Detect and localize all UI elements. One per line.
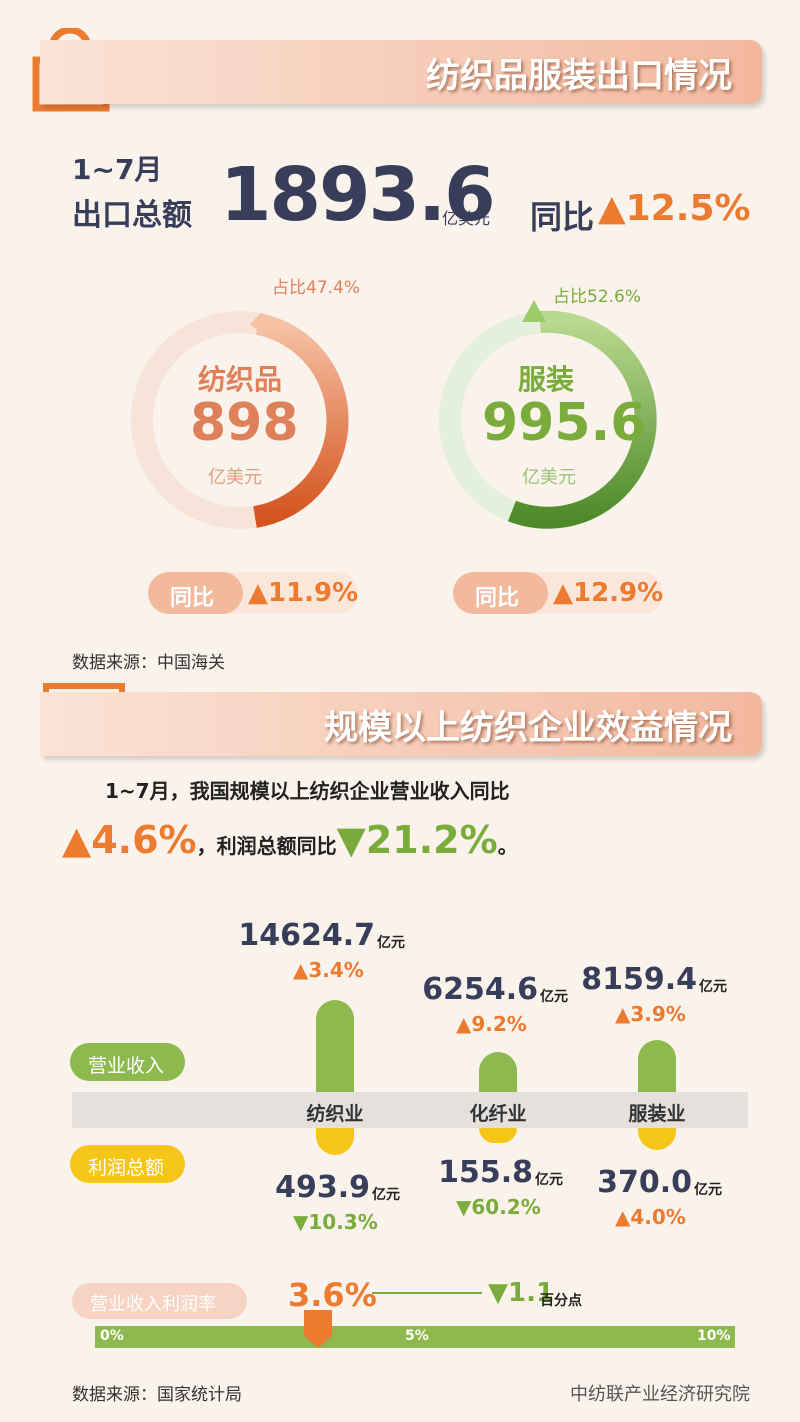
banner: 纺织品服装出口情况 (40, 40, 762, 104)
profit-unit: 亿元 (372, 1187, 400, 1203)
banner: 规模以上纺织企业效益情况 (40, 692, 762, 756)
yoy-value: ▲11.9% (248, 578, 359, 608)
margin-value: 3.6% (288, 1276, 377, 1314)
scale-label: 10% (697, 1328, 731, 1344)
ring-arrow (522, 300, 546, 322)
group-name: 纺织品 (198, 363, 283, 396)
profit-bar (316, 1128, 354, 1155)
revenue-yoy: ▲3.4% (293, 958, 364, 982)
revenue-unit: 亿元 (540, 989, 568, 1005)
revenue-value: 8159.4 (581, 962, 697, 997)
rings (131, 300, 657, 529)
margin-change: ▼1.1 (488, 1278, 555, 1308)
scale-label: 0% (100, 1328, 124, 1344)
ring-arc (253, 313, 349, 528)
industry-name: 服装业 (628, 1103, 686, 1125)
period: 1~7月 (72, 153, 163, 186)
revenue-bar (638, 1040, 676, 1092)
section-title: 纺织品服装出口情况 (426, 56, 732, 96)
profit-bar (479, 1128, 517, 1143)
profit-yoy: ▼10.3% (293, 1210, 378, 1234)
watermark: 中纺联产业经济研究院 (570, 1384, 750, 1405)
yoy-label: 同比 (530, 198, 595, 236)
profit-bar (638, 1128, 676, 1150)
profit-unit: 亿元 (694, 1182, 722, 1198)
profit-value: 370.0 (597, 1165, 692, 1200)
profit-unit: 亿元 (535, 1172, 563, 1188)
scale-label: 5% (405, 1328, 429, 1344)
yoy-pill-label (453, 572, 548, 614)
yoy-value: ▲12.5% (598, 188, 751, 229)
share: 占比52.6% (553, 287, 642, 307)
section-title: 规模以上纺织企业效益情况 (324, 708, 732, 748)
yoy-value: ▲12.9% (553, 578, 664, 608)
profit-value: 493.9 (275, 1170, 370, 1205)
source: 数据来源：中国海关 (72, 653, 225, 673)
profit-yoy: ▼60.2% (456, 1195, 541, 1219)
revenue-yoy: ▲3.9% (615, 1002, 686, 1026)
summary-text: 。 (497, 834, 518, 858)
ring-arc (508, 310, 657, 529)
revenue-value: 14624.7 (238, 918, 375, 953)
revenue-unit: 亿元 (377, 935, 405, 951)
yoy-pill-label (148, 572, 243, 614)
share: 占比47.4% (272, 278, 361, 298)
legend-label: 利润总额 (88, 1157, 165, 1179)
axis-band (72, 1092, 748, 1128)
total-value: 1893.6 (220, 152, 496, 238)
yoy-label: 同比 (170, 586, 215, 611)
revenue-unit: 亿元 (699, 979, 727, 995)
yoy-label: 同比 (475, 586, 520, 611)
ring-arrow (250, 312, 264, 336)
scale-bar (95, 1326, 735, 1348)
revenue-bar (479, 1052, 517, 1092)
source: 数据来源：国家统计局 (72, 1385, 242, 1405)
industry-name: 化纤业 (469, 1103, 527, 1125)
group-value: 898 (190, 393, 299, 453)
summary-value: ▼21.2% (336, 818, 498, 862)
total-unit: 亿美元 (442, 209, 491, 228)
margin-label: 营业收入利润率 (90, 1294, 216, 1315)
industry-name: 纺织业 (306, 1103, 364, 1125)
group-name: 服装 (518, 363, 575, 396)
group-value: 995.6 (482, 393, 647, 453)
summary-text: ，利润总额同比 (196, 834, 337, 858)
summary: 1~7月，我国规模以上纺织企业营业收入同比 (105, 779, 510, 803)
total-label: 出口总额 (72, 198, 192, 233)
summary-value: ▲4.6% (62, 818, 197, 862)
legend-pill (70, 1043, 185, 1081)
revenue-yoy: ▲9.2% (456, 1012, 527, 1036)
profit-value: 155.8 (438, 1155, 533, 1190)
legend-pill (70, 1145, 185, 1183)
legend-label: 营业收入 (88, 1055, 165, 1077)
margin-pill (72, 1283, 247, 1319)
group-unit: 亿美元 (522, 467, 576, 488)
revenue-bar (316, 1000, 354, 1092)
profit-yoy: ▲4.0% (615, 1205, 686, 1229)
marker (304, 1310, 332, 1348)
margin-change-unit: 百分点 (540, 1293, 582, 1309)
revenue-value: 6254.6 (422, 972, 538, 1007)
connector (372, 1292, 482, 1294)
group-unit: 亿美元 (208, 467, 262, 488)
summary: ▲4.6%，利润总额同比▼21.2%。 (62, 818, 518, 862)
